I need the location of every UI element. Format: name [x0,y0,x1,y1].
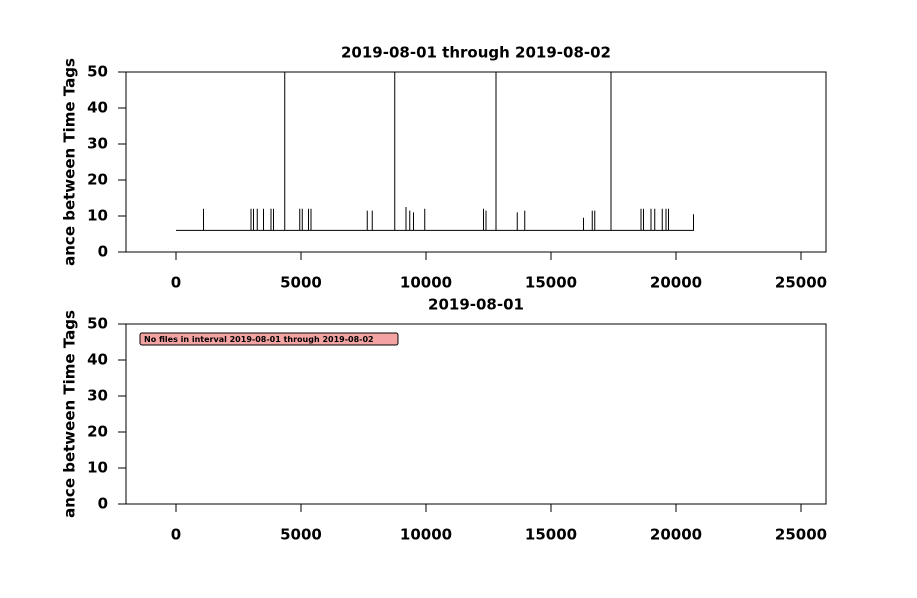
y-tick-label: 10 [87,459,108,477]
y-axis-label: ance between Time Tags [61,58,79,266]
x-tick-label: 0 [171,274,181,292]
x-tick-label: 20000 [650,274,702,292]
y-tick-label: 50 [87,315,108,333]
y-tick-label: 40 [87,351,108,369]
y-tick-label: 0 [98,495,108,513]
annotation: No files in interval 2019-08-01 through … [144,335,374,344]
data-line [176,72,694,231]
x-tick-label: 25000 [775,526,827,544]
y-axis-label: ance between Time Tags [61,310,79,518]
y-tick-label: 30 [87,135,108,153]
y-tick-label: 20 [87,423,108,441]
x-tick-label: 5000 [280,274,322,292]
y-tick-label: 10 [87,207,108,225]
x-tick-label: 0 [171,526,181,544]
x-tick-label: 20000 [650,526,702,544]
y-tick-label: 50 [87,63,108,81]
plot-frame [125,71,827,253]
x-tick-label: 25000 [775,274,827,292]
annotation-box [139,332,399,346]
y-tick-label: 40 [87,99,108,117]
x-tick-label: 15000 [525,526,577,544]
y-tick-label: 0 [98,243,108,261]
x-tick-label: 15000 [525,274,577,292]
y-tick-label: 30 [87,387,108,405]
chart-title: 2019-08-01 [428,296,524,314]
chart-title: 2019-08-01 through 2019-08-02 [341,44,611,62]
x-tick-label: 10000 [400,274,452,292]
x-tick-label: 5000 [280,526,322,544]
y-tick-label: 20 [87,171,108,189]
x-tick-label: 10000 [400,526,452,544]
plot-frame [125,323,827,505]
